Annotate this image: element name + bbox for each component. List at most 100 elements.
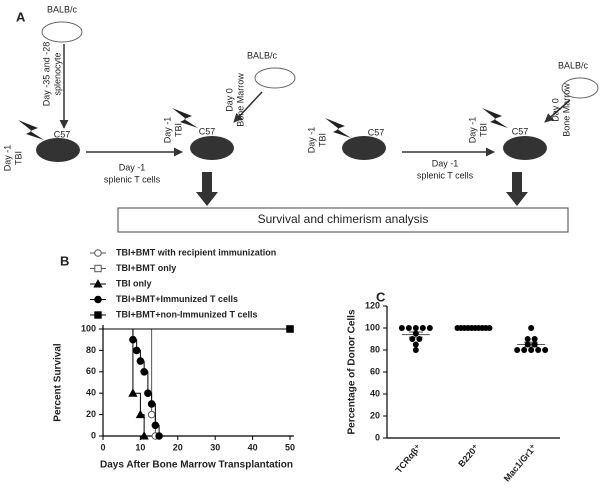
label: splenic T cells <box>104 174 161 184</box>
y-tick-label: 60 <box>86 366 96 376</box>
data-dot <box>535 347 542 353</box>
legend-marker <box>93 279 103 288</box>
data-dot <box>528 325 535 331</box>
data-dot <box>524 336 531 342</box>
data-dot <box>531 336 538 342</box>
label: splenocyte <box>52 52 62 95</box>
data-dot <box>412 330 419 337</box>
panel-label: B <box>60 253 69 268</box>
survival-point <box>144 389 152 398</box>
x-tick-label: 0 <box>100 442 105 452</box>
legend-label: TBI+BMT+non-Immunized T cells <box>116 309 258 319</box>
survival-point <box>155 432 163 440</box>
label: TBI <box>173 123 183 137</box>
data-dot <box>521 347 528 353</box>
survival-point <box>136 357 145 365</box>
data-dot <box>416 336 423 342</box>
data-dot <box>514 347 521 353</box>
y-tick-label: 0 <box>375 432 380 442</box>
y-tick-label: 0 <box>91 430 96 440</box>
label: BALB/c <box>247 50 278 60</box>
y-tick-label: 120 <box>365 300 380 310</box>
y-tick-label: 100 <box>365 322 380 332</box>
arrow <box>59 44 571 157</box>
data-dot <box>528 347 535 353</box>
x-tick-label: 40 <box>248 442 258 452</box>
label: TBI <box>478 123 488 137</box>
label: TBI <box>13 151 23 165</box>
box-text: Survival and chimerism analysis <box>258 212 429 226</box>
y-tick-label: 60 <box>370 366 380 376</box>
data-dot <box>412 347 419 353</box>
x-tick-label: TCRαβ⁺ <box>393 442 423 475</box>
legend-marker <box>94 249 102 257</box>
recipient-mouse <box>36 136 547 162</box>
label: Day -35 and -28 <box>41 42 51 107</box>
label: BALB/c <box>558 60 589 70</box>
data-dot <box>542 347 549 353</box>
data-dot <box>426 325 433 331</box>
data-dot <box>405 325 412 331</box>
label: Day -1 <box>119 162 146 172</box>
label: Bone Marrow <box>561 83 571 137</box>
y-tick-label: 40 <box>370 388 380 398</box>
diagram: A Survival and chimerism analysis BALB/c… <box>2 4 599 233</box>
analysis-box <box>117 207 569 233</box>
survival-point <box>128 388 138 397</box>
y-tick-label: 80 <box>86 345 96 355</box>
x-tick-label: 50 <box>285 442 295 452</box>
y-tick-label: 80 <box>370 344 380 354</box>
data-dot <box>531 341 538 348</box>
x-tick-label: B220⁺ <box>456 442 481 469</box>
data-dot <box>486 325 493 331</box>
label: C57 <box>512 126 529 136</box>
label: TBI <box>317 133 327 147</box>
label: Day -1 <box>432 158 459 168</box>
x-tick-label: 30 <box>210 442 220 452</box>
survival-line <box>103 328 160 436</box>
label: BALB/c <box>47 4 78 14</box>
legend-marker <box>94 311 102 319</box>
data-dot <box>412 341 419 348</box>
survival-point <box>147 410 156 419</box>
label: Day -1 <box>467 117 477 144</box>
panel-label: C <box>376 289 386 304</box>
label: C57 <box>199 126 216 136</box>
legend-label: TBI+BMT only <box>116 263 176 273</box>
x-axis-title: Days After Bone Marrow Transplantation <box>100 460 293 471</box>
survival-point <box>129 335 137 344</box>
block-arrow <box>196 172 528 206</box>
label: Day -1 <box>162 117 172 144</box>
data-dot <box>419 325 426 331</box>
y-tick-label: 20 <box>86 409 96 419</box>
survival-point <box>286 325 294 333</box>
survival-point <box>151 421 160 430</box>
y-axis-title: Percentage of Donor Cells <box>347 309 358 434</box>
x-tick-label: 20 <box>173 442 183 452</box>
label: Day -1 <box>2 145 12 172</box>
survival-point <box>140 368 148 376</box>
legend-label: TBI only <box>116 278 152 288</box>
survival-point <box>147 400 156 408</box>
data-dot <box>412 325 419 331</box>
legend-label: TBI+BMT with recipient immunization <box>116 247 276 257</box>
legend-marker <box>94 264 102 273</box>
x-tick-label: Mac1/Gr1⁺ <box>502 442 539 483</box>
label: C57 <box>368 127 385 137</box>
legend-marker <box>94 295 102 304</box>
y-tick-label: 40 <box>86 388 96 398</box>
label: Day -1 <box>306 127 316 154</box>
survival-line <box>103 328 145 436</box>
panel-label: A <box>16 9 26 24</box>
y-tick-label: 20 <box>370 410 380 420</box>
survival-point <box>139 431 149 440</box>
y-tick-label: 100 <box>81 323 96 333</box>
legend-label: TBI+BMT+Immunized T cells <box>116 294 238 304</box>
survival-point <box>135 409 146 419</box>
data-dot <box>409 336 416 342</box>
x-tick-label: 10 <box>135 442 145 452</box>
survival-point <box>132 346 141 355</box>
label: splenic T cells <box>417 170 474 180</box>
y-axis-title: Percent Survival <box>53 343 64 422</box>
